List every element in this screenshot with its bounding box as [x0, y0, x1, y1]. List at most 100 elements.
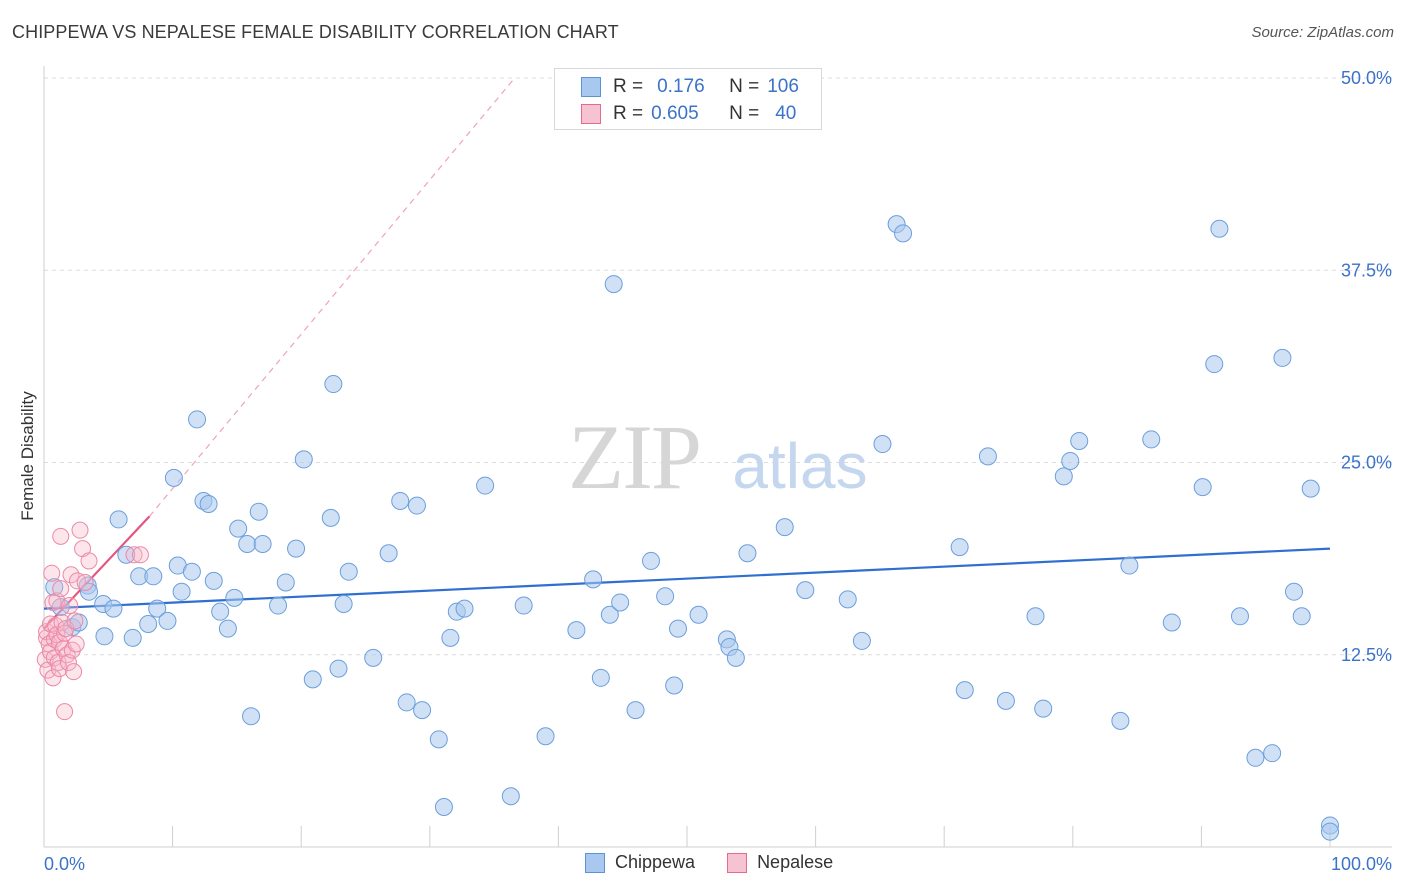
chippewa-point — [501, 787, 520, 806]
chippewa-point — [1292, 607, 1311, 626]
chippewa-point — [626, 701, 645, 720]
nepalese-trendline-extension — [148, 77, 516, 517]
legend-nepalese-swatch — [727, 852, 748, 873]
chippewa-point — [164, 468, 183, 487]
nepalese-point — [62, 566, 80, 584]
stats-box: R = 0.176 N = 106 R = 0.605 N = 40 — [554, 68, 822, 130]
nepalese-point — [125, 546, 143, 564]
chippewa-point — [1026, 607, 1045, 626]
chippewa-point — [1120, 556, 1139, 575]
legend-chippewa-swatch — [585, 852, 605, 873]
axes — [43, 66, 1392, 848]
chippewa-point — [158, 611, 177, 630]
chippewa-point — [567, 621, 586, 640]
chippewa-point — [611, 593, 630, 612]
chippewa-swatch — [581, 77, 601, 97]
chippewa-point — [656, 587, 675, 606]
chippewa-point — [211, 602, 230, 621]
chippewa-point — [218, 619, 237, 638]
chippewa-point — [229, 519, 248, 538]
chippewa-point — [476, 476, 495, 495]
y-tick-label: 12.5% — [1341, 645, 1392, 665]
chippewa-point — [364, 648, 383, 667]
chippewa-point — [80, 582, 99, 601]
chippewa-point — [1273, 348, 1292, 367]
chippewa-point — [334, 594, 353, 613]
y-tick-label: 37.5% — [1341, 260, 1392, 280]
legend: Chippewa Nepalese — [585, 852, 865, 873]
nepalese-point — [52, 527, 70, 545]
chippewa-point — [397, 693, 416, 712]
chippewa-point — [1111, 711, 1130, 730]
chippewa-point — [950, 538, 969, 557]
chippewa-point — [391, 491, 410, 510]
legend-item-chippewa[interactable]: Chippewa — [585, 852, 695, 873]
chippewa-point — [738, 544, 757, 563]
chippewa-point — [894, 224, 913, 243]
nepalese-n-value: 40 — [775, 103, 797, 124]
nepalese-point — [71, 521, 89, 539]
chippewa-point — [1061, 451, 1080, 470]
tick-labels: 12.5% 25.0% 37.5% 50.0% 0.0% 100.0% — [44, 68, 1392, 874]
chippewa-point — [1193, 478, 1212, 497]
chippewa-point — [253, 535, 272, 554]
chippewa-point — [1321, 822, 1339, 841]
stats-row-nepalese: R = 0.605 N = 40 — [581, 101, 796, 127]
chippewa-point — [413, 701, 432, 720]
chippewa-point — [996, 691, 1015, 710]
chippewa-trendline — [43, 547, 1331, 610]
chippewa-point — [1162, 613, 1181, 632]
x-tick-label: 0.0% — [44, 854, 85, 874]
chippewa-point — [1054, 467, 1073, 486]
chippewa-point — [294, 450, 313, 469]
data-points — [36, 215, 1339, 841]
nepalese-point — [67, 635, 85, 653]
chippewa-point — [144, 567, 163, 586]
chippewa-point — [665, 676, 684, 695]
nepalese-point — [80, 552, 98, 570]
nepalese-point — [66, 612, 84, 630]
nepalese-r-label: R = — [613, 103, 644, 124]
chippewa-point — [1230, 607, 1249, 626]
nepalese-point — [52, 580, 70, 598]
chippewa-point — [225, 588, 244, 607]
legend-item-nepalese[interactable]: Nepalese — [727, 852, 833, 873]
chippewa-n-value: 106 — [767, 76, 799, 97]
chippewa-point — [591, 668, 610, 687]
nepalese-r-value: 0.605 — [651, 103, 699, 124]
chippewa-point — [276, 573, 295, 592]
chippewa-point — [324, 375, 343, 394]
chippewa-point — [1205, 355, 1224, 374]
chippewa-point — [104, 599, 123, 618]
chippewa-point — [1070, 431, 1089, 450]
nepalese-n-label: N = — [729, 103, 760, 124]
chippewa-point — [242, 707, 261, 726]
chippewa-point — [668, 619, 687, 638]
chippewa-point — [641, 551, 660, 570]
chippewa-point — [978, 447, 997, 466]
x-tick-label: 100.0% — [1331, 854, 1392, 874]
nepalese-point — [50, 660, 68, 678]
chippewa-point — [1301, 479, 1320, 498]
chippewa-point — [45, 578, 64, 597]
chippewa-point — [514, 596, 533, 615]
nepalese-swatch — [581, 104, 601, 124]
chippewa-point — [873, 435, 892, 454]
chippewa-point — [139, 614, 158, 633]
nepalese-point — [131, 546, 149, 564]
chippewa-point — [321, 508, 340, 527]
chippewa-point — [109, 510, 128, 529]
chippewa-point — [182, 562, 201, 581]
chippewa-point — [852, 631, 871, 650]
chippewa-point — [172, 582, 191, 601]
chippewa-point — [441, 628, 460, 647]
chippewa-point — [1284, 582, 1303, 601]
chippewa-point — [1246, 748, 1265, 767]
watermark-zip: ZIP — [568, 406, 700, 508]
legend-chippewa-label: Chippewa — [615, 852, 696, 872]
chippewa-point — [455, 599, 474, 618]
nepalese-point — [65, 663, 83, 681]
chippewa-point — [407, 496, 426, 515]
watermark-atlas: atlas — [732, 430, 867, 502]
